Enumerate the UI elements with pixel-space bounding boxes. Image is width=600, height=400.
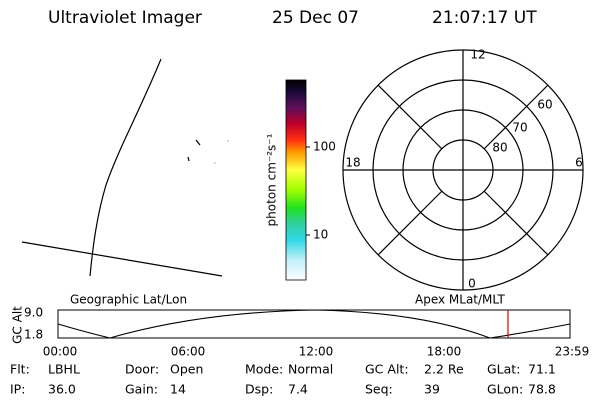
- info-label: GLon:: [487, 382, 523, 397]
- info-value: 78.8: [528, 382, 556, 397]
- speck: [227, 140, 229, 142]
- info-label: Flt:: [10, 362, 30, 377]
- instrument-title: Ultraviolet Imager: [48, 8, 202, 28]
- info-value: 36.0: [48, 382, 76, 397]
- image-panel: [21, 58, 229, 277]
- info-value: 7.4: [288, 382, 308, 397]
- polar-grid: [342, 49, 584, 291]
- speck: [195, 139, 201, 146]
- colorbar: [285, 79, 307, 281]
- time-tick-label: 00:00: [43, 345, 78, 359]
- info-label: Seq:: [365, 382, 393, 397]
- colorbar-tick-label: 100: [313, 140, 336, 154]
- colorbar-tick-label: 10: [313, 228, 328, 242]
- info-label: Door:: [125, 362, 159, 377]
- mlt-label: 0: [468, 277, 476, 291]
- mlt-label: 12: [470, 48, 485, 62]
- info-label: Dsp:: [245, 382, 273, 397]
- polar-diagonal: [483, 84, 549, 150]
- info-value: 2.2 Re: [424, 362, 464, 377]
- image-contour: [89, 58, 162, 277]
- info-label: Gain:: [125, 382, 158, 397]
- geo-label: Geographic Lat/Lon: [70, 293, 187, 307]
- info-label: Mode:: [245, 362, 283, 377]
- time-tick-label: 06:00: [171, 345, 206, 359]
- info-label: GC Alt:: [365, 362, 409, 377]
- info-value: LBHL: [48, 362, 80, 377]
- info-value: 71.1: [528, 362, 556, 377]
- altitude-tick-label: 9.0: [24, 306, 43, 320]
- polar-diagonal: [377, 84, 443, 150]
- info-label: GLat:: [487, 362, 520, 377]
- polar-diagonal: [377, 190, 443, 256]
- time-tick-label: 18:00: [427, 345, 462, 359]
- time-tick-label: 12:00: [299, 345, 334, 359]
- time-tick-label: 23:59: [555, 345, 590, 359]
- altitude-tick-label: 1.8: [24, 328, 43, 342]
- lat-label: 80: [492, 141, 507, 155]
- info-value: 14: [170, 382, 186, 397]
- colorbar-label: photon cm⁻²s⁻¹: [265, 133, 279, 226]
- info-value: Open: [170, 362, 203, 377]
- apex-label: Apex MLat/MLT: [415, 293, 505, 307]
- info-panel: Flt: LBHL Door: Open Mode: Normal GC Alt: 2.2 R…: [10, 362, 556, 397]
- info-value: 39: [424, 382, 440, 397]
- time: 21:07:17 UT: [432, 8, 537, 28]
- info-label: IP:: [10, 382, 25, 397]
- lat-label: 60: [537, 98, 552, 112]
- mlt-label: 18: [345, 156, 360, 170]
- speck: [187, 156, 190, 162]
- info-value: Normal: [288, 362, 333, 377]
- polar-diagonal: [483, 190, 549, 256]
- lat-label: 70: [512, 121, 527, 135]
- altitude-curve: [57, 309, 571, 339]
- altitude-axis-label: GC Alt: [11, 306, 25, 344]
- speck: [214, 162, 216, 164]
- mlt-label: 6: [575, 156, 583, 170]
- image-contour: [21, 241, 223, 277]
- date: 25 Dec 07: [272, 8, 359, 28]
